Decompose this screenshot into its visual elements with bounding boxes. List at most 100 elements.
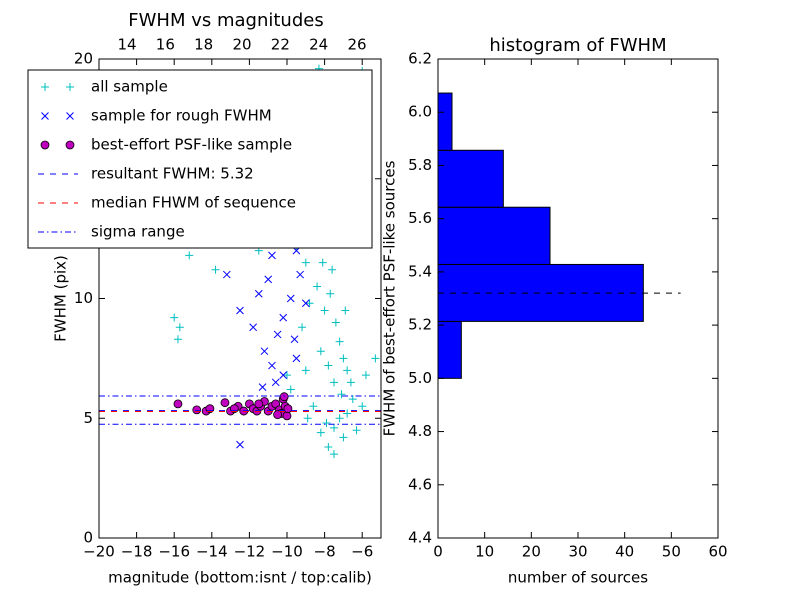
point xyxy=(330,423,338,432)
point xyxy=(220,398,230,408)
point xyxy=(268,361,276,370)
point xyxy=(273,410,283,420)
point xyxy=(260,347,269,356)
bar xyxy=(437,149,504,208)
y-tick-label: 5.0 xyxy=(408,369,432,387)
point xyxy=(309,402,318,411)
x-tick-label: 40 xyxy=(615,543,634,561)
legend-marker xyxy=(66,83,74,91)
legend-marker xyxy=(66,112,74,120)
point xyxy=(339,354,348,363)
point xyxy=(175,323,184,332)
x-tick-label: −14 xyxy=(196,543,228,561)
x-tick-label: 10 xyxy=(475,543,494,561)
point xyxy=(341,306,350,315)
point xyxy=(348,395,357,404)
point xyxy=(335,337,344,346)
legend-marker xyxy=(65,140,75,150)
x-tick-label: 30 xyxy=(568,543,587,561)
x-tick-label: −6 xyxy=(351,543,373,561)
point xyxy=(283,404,293,414)
y-tick-label: 5.8 xyxy=(408,156,432,174)
point xyxy=(249,323,258,332)
x-tick-label: 60 xyxy=(708,543,727,561)
legend-label: sigma range xyxy=(91,223,185,241)
point xyxy=(343,409,352,418)
point xyxy=(301,366,310,375)
point xyxy=(335,414,344,423)
point xyxy=(358,402,367,411)
point xyxy=(282,411,292,421)
point xyxy=(286,385,295,394)
legend-marker xyxy=(40,140,50,150)
point xyxy=(296,270,305,279)
top-tick-label: 22 xyxy=(271,36,290,54)
point xyxy=(316,347,325,356)
point xyxy=(303,414,312,423)
top-tick-label: 20 xyxy=(232,36,251,54)
point xyxy=(254,289,263,298)
point xyxy=(371,354,380,363)
x-tick-label: 20 xyxy=(522,543,541,561)
top-tick-label: 26 xyxy=(347,36,366,54)
x-tick-label: −12 xyxy=(234,543,266,561)
y-tick-label: 0 xyxy=(83,529,93,547)
point xyxy=(254,399,264,409)
bar xyxy=(437,206,551,265)
legend-label: all sample xyxy=(91,78,168,96)
chart-title: histogram of FWHM xyxy=(489,35,666,56)
point xyxy=(292,354,301,363)
x-axis-label: magnitude (bottom:isnt / top:calib) xyxy=(108,569,372,587)
point xyxy=(330,378,338,387)
y-tick-label: 6.0 xyxy=(408,103,432,121)
point xyxy=(346,378,355,387)
legend-label: best-effort PSF-like sample xyxy=(91,136,292,154)
point xyxy=(337,390,346,399)
point xyxy=(236,440,244,449)
point xyxy=(279,371,288,379)
point xyxy=(173,399,183,409)
point xyxy=(185,251,194,260)
x-tick-label: −18 xyxy=(121,543,153,561)
y-tick-label: 6.2 xyxy=(408,50,432,68)
point xyxy=(331,318,340,327)
point xyxy=(222,270,231,279)
point xyxy=(273,330,282,339)
legend-marker xyxy=(41,83,49,91)
y-tick-label: 5 xyxy=(83,409,93,427)
point xyxy=(318,258,327,267)
point xyxy=(324,442,333,451)
point xyxy=(264,275,273,284)
bar xyxy=(437,92,453,151)
chart-title: FWHM vs magnitudes xyxy=(128,10,323,31)
point xyxy=(361,371,370,380)
point xyxy=(279,392,289,402)
point xyxy=(271,378,280,387)
top-tick-label: 24 xyxy=(309,36,328,54)
point xyxy=(290,335,299,344)
legend-label: median FHWM of sequence xyxy=(91,194,296,212)
legend-box xyxy=(27,69,373,249)
point xyxy=(236,306,244,315)
point xyxy=(192,405,202,415)
point xyxy=(324,361,333,370)
legend-label: resultant FWHM: 5.32 xyxy=(91,165,254,183)
point xyxy=(330,450,338,459)
point xyxy=(279,313,288,322)
x-tick-label: 0 xyxy=(433,543,443,561)
legend-label: sample for rough FWHM xyxy=(91,107,272,125)
y-tick-label: 20 xyxy=(74,50,93,68)
point xyxy=(320,306,329,315)
point xyxy=(352,426,361,435)
point xyxy=(301,299,310,308)
top-tick-label: 14 xyxy=(117,36,136,54)
x-tick-label: −8 xyxy=(314,543,336,561)
point xyxy=(283,371,291,380)
point xyxy=(258,383,267,391)
legend-marker xyxy=(41,112,49,120)
x-axis-label: number of sources xyxy=(508,569,648,587)
point xyxy=(173,335,182,344)
point xyxy=(339,433,348,442)
y-axis-label: FWHM (pix) xyxy=(52,255,70,342)
